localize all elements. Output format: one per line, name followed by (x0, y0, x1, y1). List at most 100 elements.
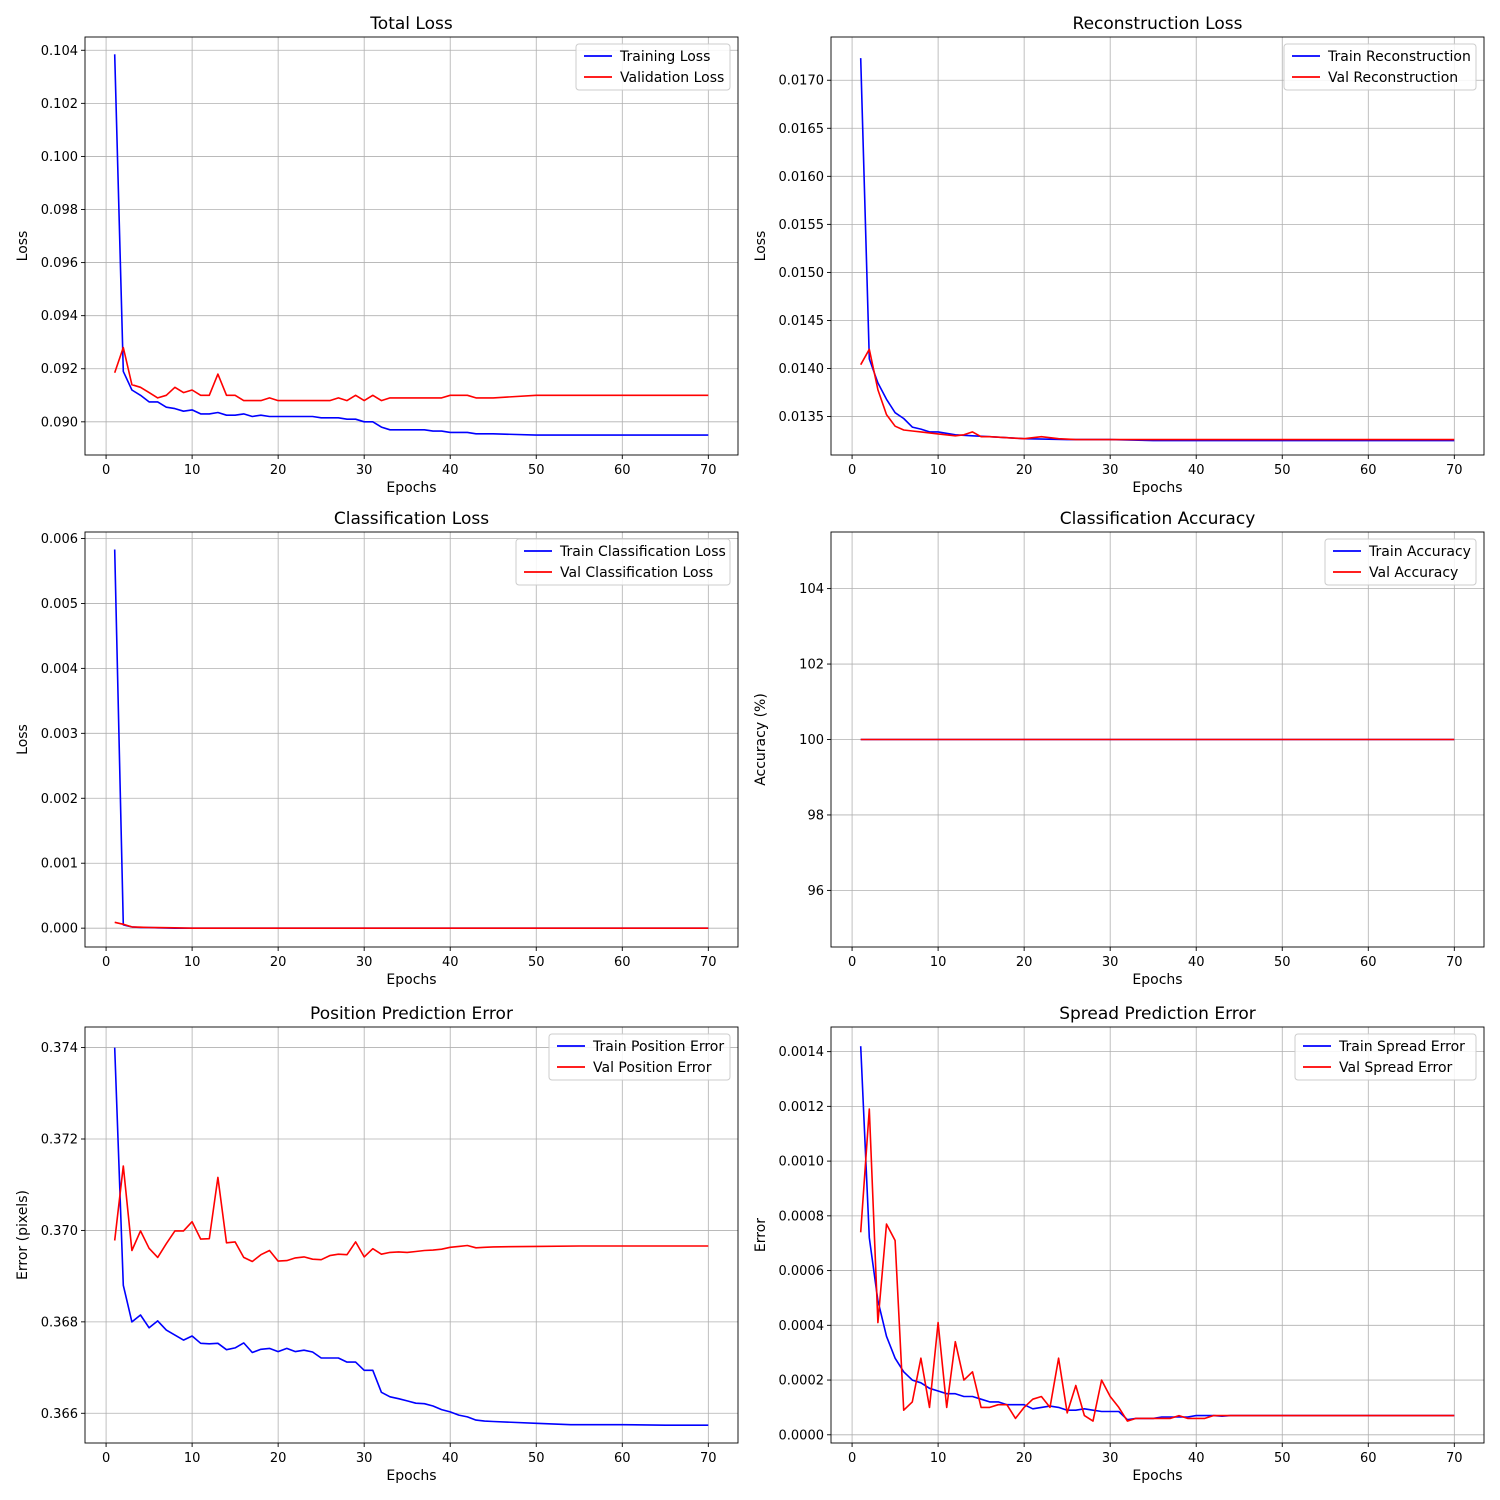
y-tick-label: 0.094 (41, 309, 78, 324)
x-tick-label: 30 (356, 955, 373, 970)
x-tick-label: 70 (1446, 955, 1463, 970)
x-tick-label: 30 (1102, 955, 1119, 970)
x-tick-label: 50 (528, 1451, 545, 1466)
legend-label: Train Spread Error (1338, 1039, 1465, 1055)
y-tick-label: 0.092 (41, 362, 78, 377)
x-tick-label: 10 (184, 1451, 201, 1466)
x-tick-label: 10 (930, 955, 947, 970)
legend-box (515, 538, 731, 586)
x-tick-label: 40 (442, 1451, 459, 1466)
legend-label: Val Position Error (593, 1060, 712, 1076)
axes-frame (84, 1026, 739, 1444)
x-tick-label: 10 (930, 463, 947, 478)
legend-box (1294, 1033, 1477, 1081)
x-tick-label: 70 (1446, 1451, 1463, 1466)
chart-title: Classification Accuracy (1060, 509, 1256, 529)
y-tick-label: 0.000 (41, 922, 78, 937)
legend-label: Val Classification Loss (560, 565, 713, 581)
y-tick-label: 0.102 (41, 97, 78, 112)
legend-box (548, 1033, 731, 1081)
y-tick-label: 0.0008 (779, 1209, 825, 1224)
y-tick-label: 0.0150 (779, 266, 825, 281)
series-line-val (114, 921, 709, 930)
x-tick-label: 0 (102, 463, 110, 478)
y-tick-label: 0.0004 (779, 1319, 825, 1334)
chart-title: Total Loss (369, 14, 453, 34)
y-tick-label: 0.0006 (779, 1264, 825, 1279)
legend-box (1283, 43, 1477, 91)
series-line-val (113, 346, 709, 402)
x-tick-label: 30 (1102, 463, 1119, 478)
x-tick-label: 0 (848, 955, 856, 970)
y-tick-label: 0.005 (41, 597, 78, 612)
x-axis-label: Epochs (1132, 972, 1182, 988)
x-tick-label: 70 (700, 463, 717, 478)
x-tick-label: 20 (270, 955, 287, 970)
legend-label: Training Loss (619, 49, 710, 65)
x-tick-label: 0 (102, 955, 110, 970)
subplot-6: 0 10 20 30 40 50 60 70 0.0000 0.0002 0.0004 0.0006 0… (753, 1004, 1485, 1484)
x-tick-label: 40 (1188, 463, 1205, 478)
subplot-1: 0 10 20 30 40 50 60 70 0.090 0.092 0.094 0.096 0.098… (15, 14, 739, 496)
y-axis-label: Error (pixels) (15, 1190, 31, 1280)
x-tick-label: 60 (1360, 1451, 1377, 1466)
y-axis-label: Loss (15, 231, 31, 262)
legend: Train Classification Loss Val Classificat… (515, 538, 731, 586)
x-tick-label: 50 (1274, 1451, 1291, 1466)
x-tick-label: 60 (614, 955, 631, 970)
y-axis-label: Error (753, 1218, 769, 1252)
chart-title: Classification Loss (334, 509, 489, 529)
x-axis-label: Epochs (1132, 1468, 1182, 1484)
y-tick-label: 0.0170 (779, 74, 825, 89)
y-tick-label: 0.0165 (779, 122, 825, 137)
y-tick-label: 0.002 (41, 792, 78, 807)
y-tick-label: 0.0010 (779, 1155, 825, 1170)
y-tick-label: 0.104 (41, 44, 78, 59)
axes-frame (830, 36, 1485, 456)
x-tick-label: 20 (270, 1451, 287, 1466)
x-tick-label: 50 (1274, 463, 1291, 478)
y-tick-label: 0.0140 (779, 362, 825, 377)
legend-label: Val Spread Error (1339, 1060, 1453, 1076)
y-tick-label: 0.372 (41, 1133, 78, 1148)
x-tick-label: 0 (848, 1451, 856, 1466)
x-tick-label: 20 (1016, 955, 1033, 970)
x-tick-label: 10 (930, 1451, 947, 1466)
y-tick-label: 0.098 (41, 203, 78, 218)
x-tick-label: 0 (102, 1451, 110, 1466)
y-tick-label: 104 (799, 582, 824, 597)
x-tick-label: 50 (528, 955, 545, 970)
x-tick-label: 20 (270, 463, 287, 478)
x-tick-label: 0 (848, 463, 856, 478)
y-tick-label: 0.090 (41, 415, 78, 430)
y-tick-label: 0.100 (41, 150, 78, 165)
y-tick-label: 0.366 (41, 1407, 78, 1422)
y-tick-label: 0.370 (41, 1224, 78, 1239)
legend-label: Train Reconstruction (1327, 49, 1471, 65)
legend-box (575, 43, 731, 91)
x-tick-label: 30 (1102, 1451, 1119, 1466)
x-tick-label: 20 (1016, 1451, 1033, 1466)
legend-label: Train Position Error (592, 1039, 724, 1055)
y-tick-label: 0.0160 (779, 170, 825, 185)
y-tick-label: 0.003 (41, 727, 78, 742)
x-tick-label: 70 (700, 1451, 717, 1466)
axes-frame (84, 531, 739, 948)
x-tick-label: 40 (442, 463, 459, 478)
subplot-2: 0 10 20 30 40 50 60 70 0.0135 0.0140 0.0145 0.0150 0… (753, 14, 1485, 496)
y-tick-label: 100 (799, 733, 824, 748)
series-line-train (113, 1047, 709, 1426)
y-tick-label: 0.0012 (779, 1100, 825, 1115)
y-tick-label: 0.0002 (779, 1374, 825, 1389)
y-tick-label: 98 (807, 808, 824, 823)
axes-frame (84, 36, 739, 456)
y-axis-label: Loss (15, 724, 31, 755)
x-axis-label: Epochs (1132, 480, 1182, 496)
series-line-val (859, 1108, 1455, 1422)
axes-frame (830, 1026, 1485, 1444)
chart-title: Position Prediction Error (310, 1004, 513, 1024)
x-axis-label: Epochs (386, 1468, 436, 1484)
y-tick-label: 0.0155 (779, 218, 825, 233)
